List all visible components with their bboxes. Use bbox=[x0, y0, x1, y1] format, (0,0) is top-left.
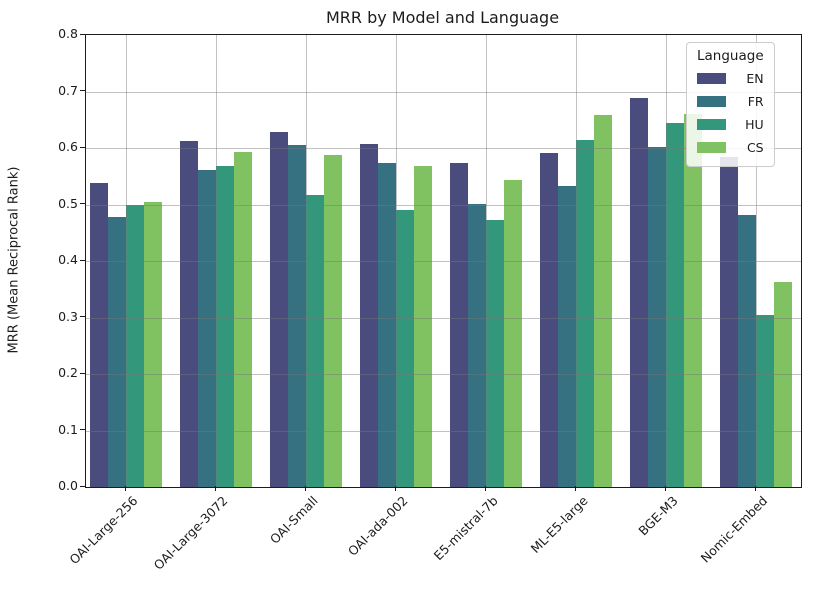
legend-swatch-icon bbox=[697, 96, 726, 107]
y-tick-label: 0.3 bbox=[58, 308, 78, 324]
legend-label: CS bbox=[746, 140, 764, 155]
bar-cs-oai-large-256 bbox=[144, 201, 162, 487]
x-tick-label-oai-small: OAI-Small bbox=[266, 493, 321, 547]
bar-cs-e5-mistral-7b bbox=[504, 180, 522, 487]
bar-en-oai-ada-002 bbox=[360, 144, 378, 487]
x-tick-label-bge-m3: BGE-M3 bbox=[635, 493, 681, 539]
legend-label: EN bbox=[746, 71, 764, 86]
y-tick-mark bbox=[80, 429, 85, 431]
x-tick-label-oai-ada-002: OAI-ada-002 bbox=[344, 493, 411, 559]
bar-hu-oai-large-3072 bbox=[216, 166, 234, 487]
x-tick-mark bbox=[214, 486, 216, 491]
y-tick-mark bbox=[80, 33, 85, 35]
bar-en-ml-e5-large bbox=[540, 153, 558, 487]
y-axis-label: MRR (Mean Reciprocal Rank) bbox=[6, 166, 22, 354]
x-tick-label-oai-large-3072: OAI-Large-3072 bbox=[150, 493, 231, 573]
legend-swatch-icon bbox=[697, 73, 726, 84]
legend: Language EN FR HU CS bbox=[686, 42, 775, 167]
bar-en-oai-large-256 bbox=[90, 183, 108, 487]
x-tick-mark bbox=[484, 486, 486, 491]
legend-item-en: EN bbox=[697, 67, 764, 90]
x-tick-label-ml-e5-large: ML-E5-large bbox=[527, 493, 591, 556]
y-tick-label: 0.5 bbox=[58, 195, 78, 211]
bar-fr-e5-mistral-7b bbox=[468, 203, 486, 487]
bar-hu-oai-small bbox=[306, 194, 324, 487]
y-tick-label: 0.7 bbox=[58, 82, 78, 98]
legend-swatch-icon bbox=[697, 119, 726, 130]
bar-en-e5-mistral-7b bbox=[450, 163, 468, 487]
bar-fr-ml-e5-large bbox=[558, 186, 576, 487]
y-tick-mark bbox=[80, 316, 85, 318]
y-tick-mark bbox=[80, 203, 85, 205]
x-tick-mark bbox=[754, 486, 756, 491]
x-tick-mark bbox=[304, 486, 306, 491]
x-tick-mark bbox=[574, 486, 576, 491]
y-tick-mark bbox=[80, 372, 85, 374]
bar-hu-bge-m3 bbox=[666, 123, 684, 487]
legend-items: EN FR HU CS bbox=[697, 67, 764, 159]
bar-fr-oai-large-256 bbox=[108, 216, 126, 487]
bar-hu-e5-mistral-7b bbox=[486, 220, 504, 487]
chart-title: MRR by Model and Language bbox=[325, 8, 560, 27]
bar-cs-oai-large-3072 bbox=[234, 151, 252, 487]
bar-en-oai-small bbox=[270, 132, 288, 487]
plot-area bbox=[85, 34, 802, 488]
bar-en-nomic-embed bbox=[720, 157, 738, 487]
legend-label: FR bbox=[747, 94, 764, 109]
bar-fr-oai-small bbox=[288, 145, 306, 487]
bar-cs-oai-ada-002 bbox=[414, 166, 432, 487]
bar-hu-oai-ada-002 bbox=[396, 210, 414, 487]
y-tick-label: 0.2 bbox=[58, 365, 78, 380]
y-tick-mark bbox=[80, 90, 85, 92]
y-tick-label: 0.6 bbox=[58, 139, 78, 154]
bar-cs-oai-small bbox=[324, 154, 342, 487]
bar-fr-nomic-embed bbox=[738, 214, 756, 487]
bar-en-bge-m3 bbox=[630, 98, 648, 487]
bar-fr-bge-m3 bbox=[648, 147, 666, 487]
bar-cs-nomic-embed bbox=[774, 282, 792, 487]
legend-item-fr: FR bbox=[697, 90, 764, 113]
x-tick-label-oai-large-256: OAI-Large-256 bbox=[66, 493, 141, 568]
y-tick-mark bbox=[80, 259, 85, 261]
x-tick-label-e5-mistral-7b: E5-mistral-7b bbox=[430, 493, 501, 564]
x-tick-label-nomic-embed: Nomic-Embed bbox=[698, 493, 771, 566]
y-tick-label: 0.4 bbox=[58, 252, 78, 267]
bar-hu-ml-e5-large bbox=[576, 139, 594, 487]
legend-item-cs: CS bbox=[697, 136, 764, 159]
bar-fr-oai-large-3072 bbox=[198, 170, 216, 487]
y-tick-label: 0.0 bbox=[58, 478, 78, 493]
x-tick-mark bbox=[664, 486, 666, 491]
bar-hu-nomic-embed bbox=[756, 314, 774, 487]
y-tick-mark bbox=[80, 146, 85, 148]
x-tick-mark bbox=[394, 486, 396, 491]
bar-fr-oai-ada-002 bbox=[378, 163, 396, 487]
bar-hu-oai-large-256 bbox=[126, 204, 144, 487]
legend-title: Language bbox=[697, 48, 764, 64]
bar-cs-bge-m3 bbox=[684, 114, 702, 487]
bar-cs-ml-e5-large bbox=[594, 114, 612, 487]
bar-en-oai-large-3072 bbox=[180, 141, 198, 487]
legend-item-hu: HU bbox=[697, 113, 764, 136]
legend-label: HU bbox=[745, 117, 764, 132]
y-tick-label: 0.1 bbox=[58, 421, 78, 437]
y-tick-mark bbox=[80, 485, 85, 487]
x-tick-mark bbox=[124, 486, 126, 491]
legend-swatch-icon bbox=[697, 142, 726, 153]
y-tick-label: 0.8 bbox=[58, 26, 78, 41]
